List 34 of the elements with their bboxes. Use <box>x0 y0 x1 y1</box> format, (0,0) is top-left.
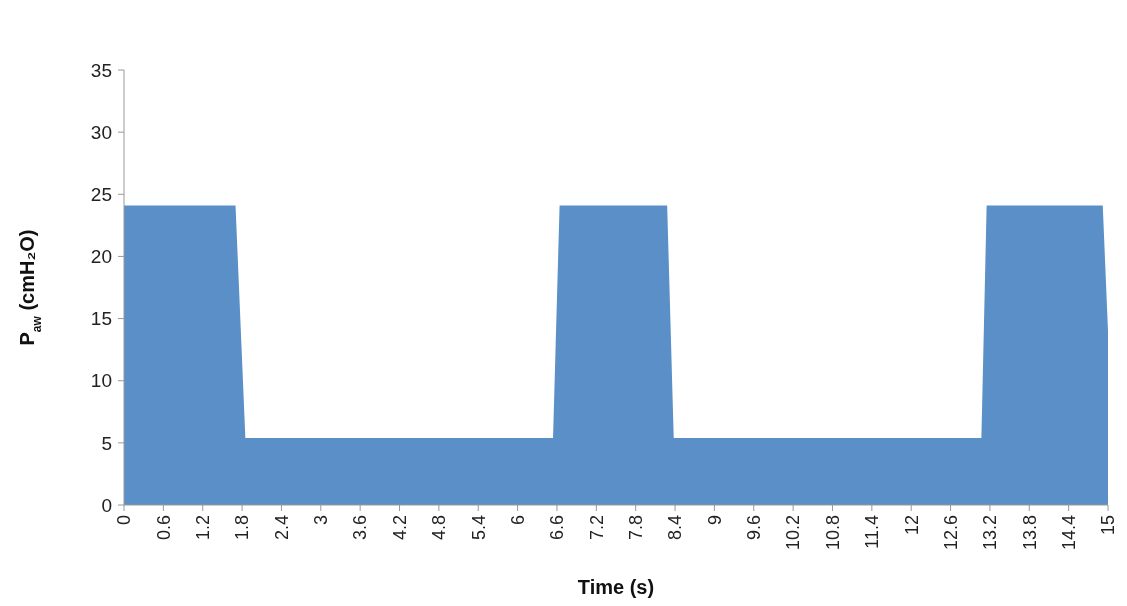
x-tick-label: 2.4 <box>271 515 292 541</box>
x-tick-label: 10.8 <box>822 515 843 551</box>
x-axis-title: Time (s) <box>577 576 655 598</box>
x-tick-label: 3 <box>311 515 332 526</box>
y-tick-label: 25 <box>90 183 112 205</box>
x-tick-label: 12 <box>901 515 922 536</box>
x-tick-label: 13.8 <box>1019 515 1040 551</box>
y-tick-label: 15 <box>90 308 112 330</box>
x-tick-label: 6.6 <box>547 515 568 541</box>
x-tick-label: 12.6 <box>940 515 961 551</box>
x-tick-label: 3.6 <box>350 515 371 541</box>
x-tick-label: 11.4 <box>862 515 883 549</box>
x-tick-label: 4.2 <box>389 515 410 541</box>
y-tick-label: 5 <box>101 432 112 454</box>
x-tick-label: 7.2 <box>586 515 607 541</box>
x-tick-label: 9.6 <box>744 515 765 541</box>
x-tick-label: 14.4 <box>1058 515 1079 551</box>
x-tick-label: 15 <box>1098 515 1119 536</box>
x-tick-label: 13.2 <box>980 515 1001 551</box>
y-tick-label: 35 <box>90 59 112 81</box>
y-tick-label: 30 <box>90 121 112 143</box>
x-tick-label: 9 <box>704 515 725 526</box>
x-tick-label: 5.4 <box>468 515 489 541</box>
x-tick-label: 10.2 <box>783 515 804 551</box>
x-tick-label: 6 <box>507 515 528 526</box>
x-tick-label: 7.8 <box>625 515 646 541</box>
x-tick-label: 4.8 <box>429 515 450 541</box>
x-tick-label: 8.4 <box>665 515 686 541</box>
y-tick-label: 20 <box>90 246 112 268</box>
x-tick-label: 0.6 <box>153 515 174 541</box>
x-tick-label: 0 <box>114 515 135 526</box>
x-tick-label: 1.2 <box>193 515 214 541</box>
y-tick-label: 10 <box>90 370 112 392</box>
x-tick-label: 1.8 <box>232 515 253 541</box>
